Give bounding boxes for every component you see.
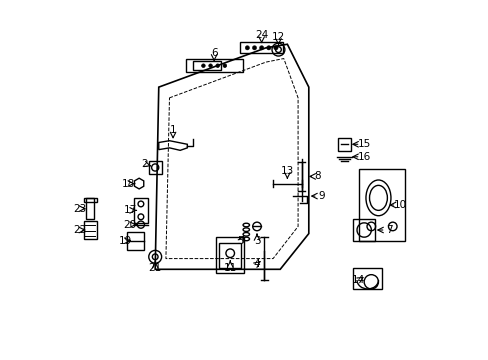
Text: 4: 4 [253,259,260,269]
Text: 13: 13 [280,166,293,176]
Text: 12: 12 [271,32,285,42]
Bar [219,243,241,267]
Circle shape [273,46,278,50]
Text: 20: 20 [122,220,136,230]
Text: 6: 6 [210,48,217,58]
Bar [134,198,148,223]
Circle shape [259,46,263,50]
Bar [337,138,350,151]
Bar [126,232,144,249]
Circle shape [252,46,256,50]
Bar [353,267,381,289]
Text: 10: 10 [392,200,406,210]
Bar [240,42,283,53]
Bar [148,161,162,174]
Text: 11: 11 [223,262,236,273]
Text: 7: 7 [385,225,392,235]
Text: 3: 3 [253,236,260,246]
Bar [358,169,405,241]
Bar [86,198,94,219]
Text: 9: 9 [317,191,324,201]
Bar [192,62,221,70]
Bar [216,237,244,273]
Bar [83,198,97,202]
Circle shape [208,64,212,67]
Text: 1: 1 [169,125,176,135]
Circle shape [216,64,219,67]
Text: 23: 23 [73,203,87,213]
Bar [185,59,242,72]
Circle shape [266,46,270,50]
Text: 8: 8 [314,171,321,181]
Circle shape [223,64,226,67]
Bar [353,219,374,241]
Text: 24: 24 [255,30,268,40]
Text: 16: 16 [357,152,370,162]
Text: 18: 18 [122,179,135,189]
Text: 19: 19 [119,236,132,246]
Circle shape [244,46,249,50]
Text: 22: 22 [73,225,87,235]
Text: 15: 15 [357,139,370,149]
Text: 14: 14 [351,275,365,285]
Text: 2: 2 [141,159,147,169]
Bar [83,221,97,239]
Circle shape [201,64,205,67]
Text: 17: 17 [123,205,137,215]
Text: 5: 5 [237,236,244,246]
Text: 21: 21 [148,262,162,273]
